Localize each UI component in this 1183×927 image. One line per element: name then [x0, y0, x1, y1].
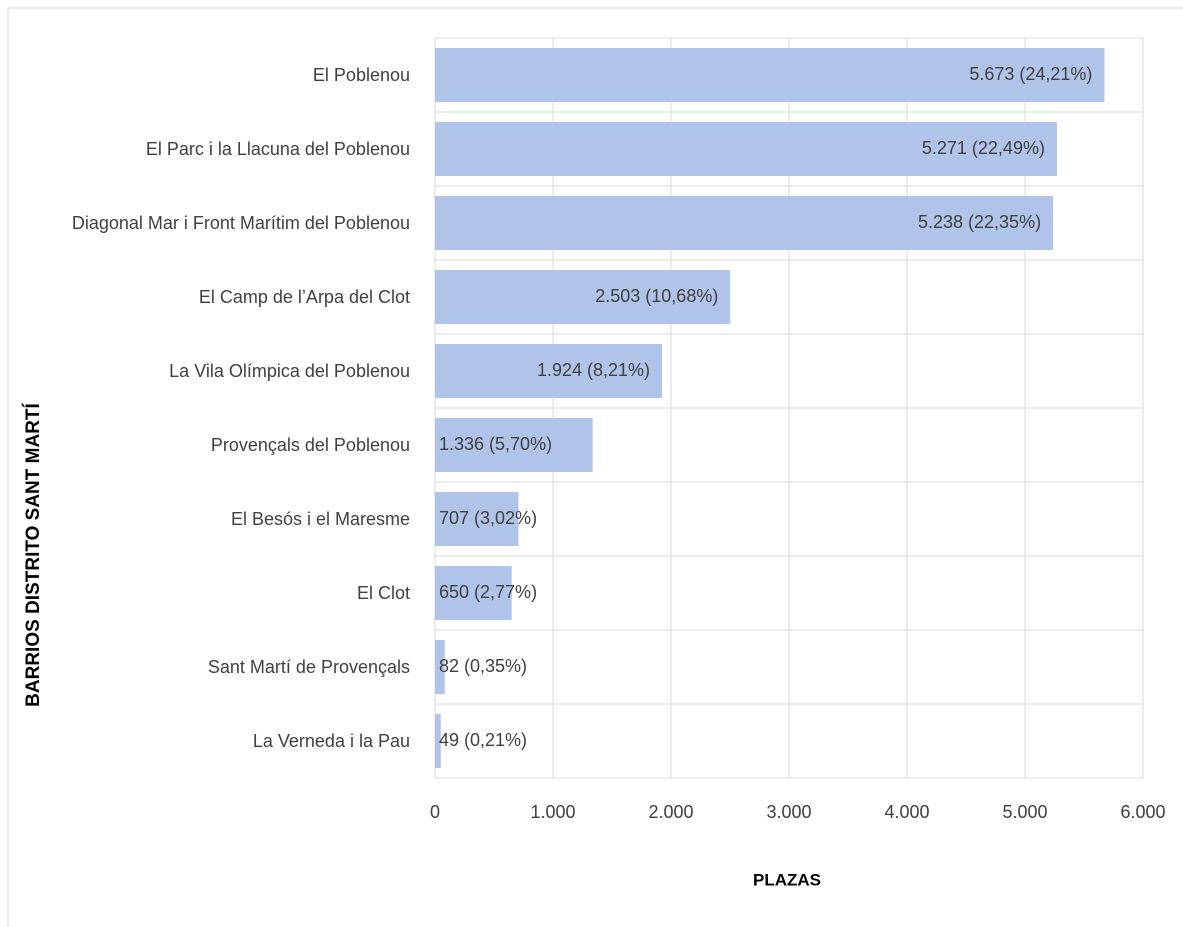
x-tick-label: 6.000	[1120, 802, 1165, 822]
bar	[435, 640, 445, 694]
bar	[435, 270, 731, 324]
bar	[435, 48, 1105, 102]
y-tick-label: El Poblenou	[312, 65, 410, 85]
data-label: 5.271 (22,49%)	[922, 138, 1045, 158]
x-tick-label: 3.000	[766, 802, 811, 822]
x-tick-label: 4.000	[884, 802, 929, 822]
x-tick-label: 5.000	[1002, 802, 1047, 822]
y-axis-title: BARRIOS DISTRITO SANT MARTÍ	[22, 402, 44, 706]
bar	[435, 122, 1057, 176]
y-tick-label: Provençals del Poblenou	[210, 435, 410, 455]
y-tick-label: Sant Martí de Provençals	[207, 657, 410, 677]
bar	[435, 566, 512, 620]
x-tick-label: 1.000	[530, 802, 575, 822]
y-tick-label: El Besós i el Maresme	[230, 509, 410, 529]
data-label: 5.673 (24,21%)	[969, 64, 1092, 84]
x-axis-title: PLAZAS	[753, 870, 821, 889]
y-tick-label: El Parc i la Llacuna del Poblenou	[145, 139, 410, 159]
bar	[435, 344, 663, 398]
y-tick-label: Diagonal Mar i Front Marítim del Pobleno…	[71, 213, 410, 233]
data-label: 5.238 (22,35%)	[918, 212, 1041, 232]
y-tick-label: El Camp de l’Arpa del Clot	[198, 287, 410, 307]
bar	[435, 418, 593, 472]
data-label: 1.924 (8,21%)	[537, 360, 650, 380]
data-label: 49 (0,21%)	[439, 730, 527, 750]
data-label: 1.336 (5,70%)	[439, 434, 552, 454]
x-tick-label: 0	[430, 802, 440, 822]
y-tick-label: La Verneda i la Pau	[252, 731, 410, 751]
data-label: 707 (3,02%)	[439, 508, 537, 528]
x-tick-label: 2.000	[648, 802, 693, 822]
bar	[435, 492, 519, 546]
bar	[435, 196, 1054, 250]
y-tick-label: El Clot	[356, 583, 410, 603]
bar	[435, 714, 441, 768]
y-tick-label: La Vila Olímpica del Poblenou	[169, 361, 410, 381]
data-label: 650 (2,77%)	[439, 582, 537, 602]
data-label: 82 (0,35%)	[439, 656, 527, 676]
data-label: 2.503 (10,68%)	[595, 286, 718, 306]
